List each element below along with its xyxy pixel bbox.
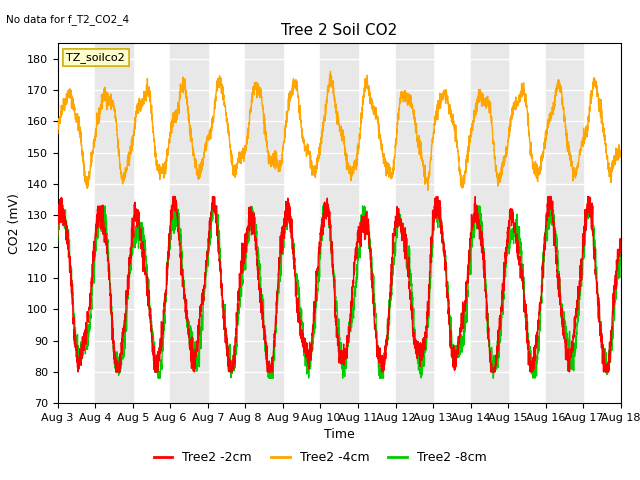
Title: Tree 2 Soil CO2: Tree 2 Soil CO2	[281, 23, 397, 38]
Y-axis label: CO2 (mV): CO2 (mV)	[8, 193, 21, 253]
Bar	[396, 43, 433, 403]
Bar	[170, 43, 208, 403]
Legend: TZ_soilco2: TZ_soilco2	[63, 49, 129, 66]
Bar	[546, 43, 583, 403]
Bar	[470, 43, 508, 403]
Text: No data for f_T2_CO2_4: No data for f_T2_CO2_4	[6, 14, 129, 25]
X-axis label: Time: Time	[324, 429, 355, 442]
Bar	[245, 43, 283, 403]
Legend: Tree2 -2cm, Tree2 -4cm, Tree2 -8cm: Tree2 -2cm, Tree2 -4cm, Tree2 -8cm	[148, 446, 492, 469]
Bar	[621, 43, 640, 403]
Bar	[95, 43, 132, 403]
Bar	[321, 43, 358, 403]
